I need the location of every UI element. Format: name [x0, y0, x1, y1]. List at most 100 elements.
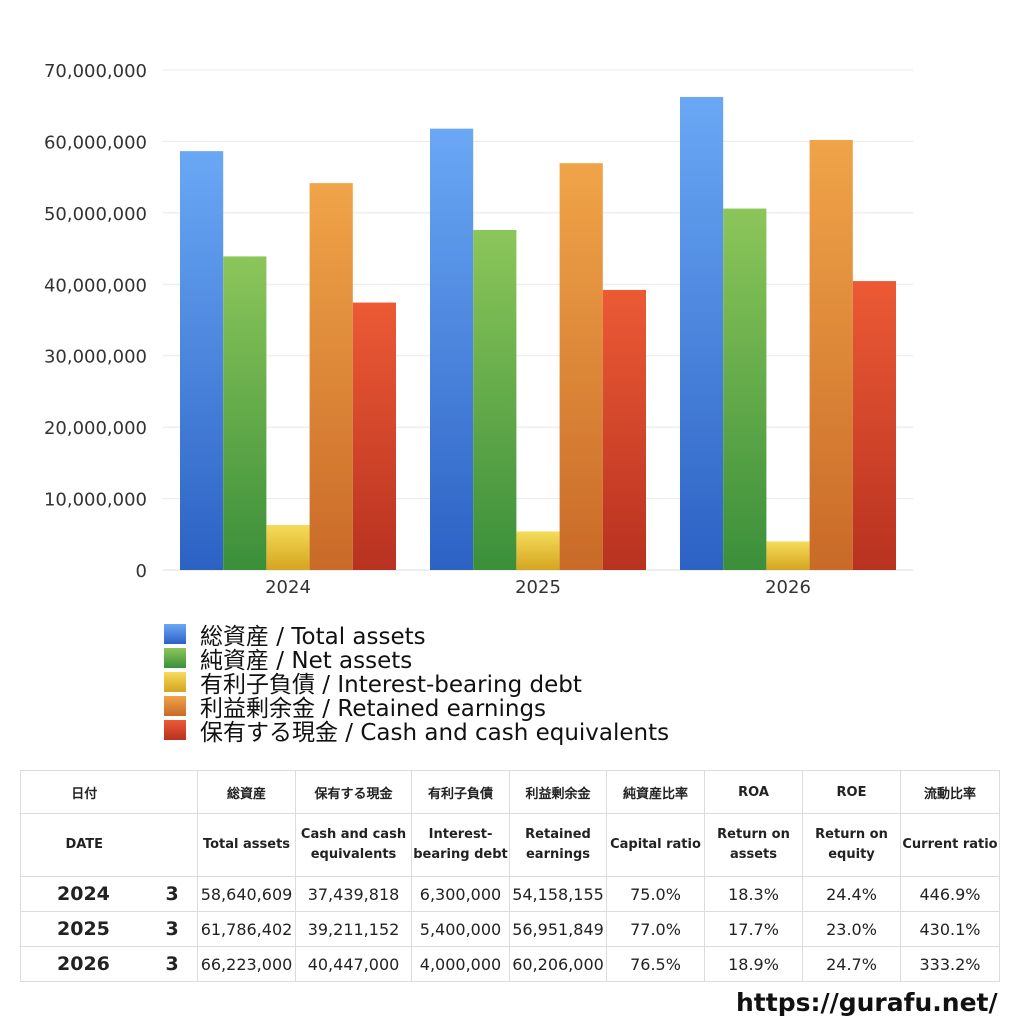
value-cell: 66,223,000: [197, 946, 296, 982]
site-url: https://gurafu.net/: [736, 988, 998, 1017]
header-cell-en: Retained earnings: [509, 813, 607, 877]
legend-label: 保有する現金 / Cash and cash equivalents: [200, 720, 670, 746]
y-tick-label: 10,000,000: [44, 490, 147, 511]
header-cell-jp: 流動比率: [900, 770, 1000, 814]
month-cell: 3: [147, 946, 198, 982]
value-cell: 5,400,000: [411, 911, 510, 947]
legend-label: 利益剰余金 / Retained earnings: [200, 696, 547, 722]
value-cell: 58,640,609: [197, 876, 296, 912]
bar-2026-series-0: [680, 96, 724, 570]
header-cell-jp: ROA: [704, 770, 803, 814]
legend-item: 利益剰余金 / Retained earnings: [164, 694, 669, 722]
legend-label: 総資産 / Total assets: [200, 624, 426, 650]
header-cell-en: Cash and cash equivalents: [295, 813, 412, 877]
value-cell: 24.7%: [802, 946, 901, 982]
header-cell-jp: 総資産: [197, 770, 296, 814]
value-cell: 4,000,000: [411, 946, 510, 982]
bar-2025-series-1: [473, 230, 517, 570]
value-cell: 18.9%: [704, 946, 803, 982]
y-tick-label: 20,000,000: [44, 418, 147, 439]
header-cell-en: Interest-bearing debt: [411, 813, 510, 877]
bar-2026-series-4: [852, 281, 896, 570]
legend-item: 総資産 / Total assets: [164, 622, 669, 650]
value-cell: 6,300,000: [411, 876, 510, 912]
bars: [180, 96, 896, 571]
legend-item: 保有する現金 / Cash and cash equivalents: [164, 718, 669, 746]
value-cell: 430.1%: [900, 911, 1000, 947]
y-tick-label: 40,000,000: [44, 275, 147, 296]
value-cell: 40,447,000: [295, 946, 412, 982]
value-cell: 75.0%: [606, 876, 705, 912]
gridlines: [163, 69, 913, 571]
x-tick-label: 2025: [515, 577, 561, 598]
legend-swatch: [164, 648, 186, 668]
x-tick-label: 2026: [765, 577, 811, 598]
table-row: 2024 3 58,640,609 37,439,818 6,300,000 54,158…: [20, 876, 1000, 912]
x-tick-label: 2024: [265, 577, 311, 598]
value-cell: 61,786,402: [197, 911, 296, 947]
value-cell: 39,211,152: [295, 911, 412, 947]
header-cell-jp: ROE: [802, 770, 901, 814]
year-cell: 2026: [20, 946, 148, 982]
y-tick-label: 70,000,000: [44, 61, 147, 82]
table-header-japanese: 日付 総資産 保有する現金 有利子負債 利益剰余金 純資産比率 ROA ROE 流動比率: [20, 770, 1000, 814]
bar-2025-series-4: [602, 289, 646, 570]
month-cell: 3: [147, 911, 198, 947]
table-row: 2025 3 61,786,402 39,211,152 5,400,000 56,951…: [20, 911, 1000, 947]
header-cell-en: Capital ratio: [606, 813, 705, 877]
value-cell: 54,158,155: [509, 876, 607, 912]
legend-swatch: [164, 720, 186, 740]
value-cell: 60,206,000: [509, 946, 607, 982]
x-axis-ticks: 2024 2025 2026: [265, 577, 811, 598]
value-cell: 17.7%: [704, 911, 803, 947]
legend-swatch: [164, 672, 186, 692]
legend-swatch: [164, 696, 186, 716]
value-cell: 24.4%: [802, 876, 901, 912]
value-cell: 37,439,818: [295, 876, 412, 912]
value-cell: 23.0%: [802, 911, 901, 947]
bar-2024-series-2: [266, 525, 310, 570]
bar-2025-series-0: [430, 128, 474, 570]
y-tick-label: 60,000,000: [44, 132, 147, 153]
bar-2025-series-3: [559, 163, 603, 570]
header-cell-en: [147, 813, 198, 877]
legend-label: 有利子負債 / Interest-bearing debt: [200, 672, 582, 698]
bar-2026-series-1: [723, 208, 767, 571]
month-cell: 3: [147, 876, 198, 912]
header-cell-en: Return on assets: [704, 813, 803, 877]
header-cell-jp: 保有する現金: [295, 770, 412, 814]
bar-2026-series-3: [809, 139, 853, 570]
value-cell: 76.5%: [606, 946, 705, 982]
value-cell: 446.9%: [900, 876, 1000, 912]
bar-2024-series-4: [352, 302, 396, 570]
header-cell-en: Current ratio: [900, 813, 1000, 877]
y-axis-ticks: 0 10,000,000 20,000,000 30,000,000 40,000,00…: [44, 61, 147, 582]
y-tick-label: 30,000,000: [44, 347, 147, 368]
financial-data-table: 日付 総資産 保有する現金 有利子負債 利益剰余金 純資産比率 ROA ROE 流動比率 DAT…: [20, 770, 1000, 982]
year-cell: 2024: [20, 876, 148, 912]
header-cell-jp: 純資産比率: [606, 770, 705, 814]
legend-item: 純資産 / Net assets: [164, 646, 669, 674]
chart-legend: 総資産 / Total assets 純資産 / Net assets 有利子負債 …: [164, 622, 669, 746]
table-header-english: DATE Total assets Cash and cash equivalent…: [20, 813, 1000, 877]
table-row: 2026 3 66,223,000 40,447,000 4,000,000 60,206…: [20, 946, 1000, 982]
header-cell-jp: 日付: [20, 770, 148, 814]
header-cell-jp: 利益剰余金: [509, 770, 607, 814]
y-tick-label: 50,000,000: [44, 204, 147, 225]
value-cell: 18.3%: [704, 876, 803, 912]
bar-2025-series-2: [516, 531, 560, 570]
header-cell-en: Total assets: [197, 813, 296, 877]
header-cell-en: Return on equity: [802, 813, 901, 877]
value-cell: 333.2%: [900, 946, 1000, 982]
legend-label: 純資産 / Net assets: [200, 648, 413, 674]
value-cell: 56,951,849: [509, 911, 607, 947]
value-cell: 77.0%: [606, 911, 705, 947]
bar-chart: 0 10,000,000 20,000,000 30,000,000 40,000,00…: [44, 61, 913, 598]
header-cell-jp: 有利子負債: [411, 770, 510, 814]
year-cell: 2025: [20, 911, 148, 947]
legend-item: 有利子負債 / Interest-bearing debt: [164, 670, 669, 698]
bar-2024-series-3: [309, 183, 353, 570]
y-tick-label: 0: [136, 561, 147, 582]
table-body: 2024 3 58,640,609 37,439,818 6,300,000 54,158…: [20, 876, 1000, 982]
header-cell-jp: [147, 770, 198, 814]
